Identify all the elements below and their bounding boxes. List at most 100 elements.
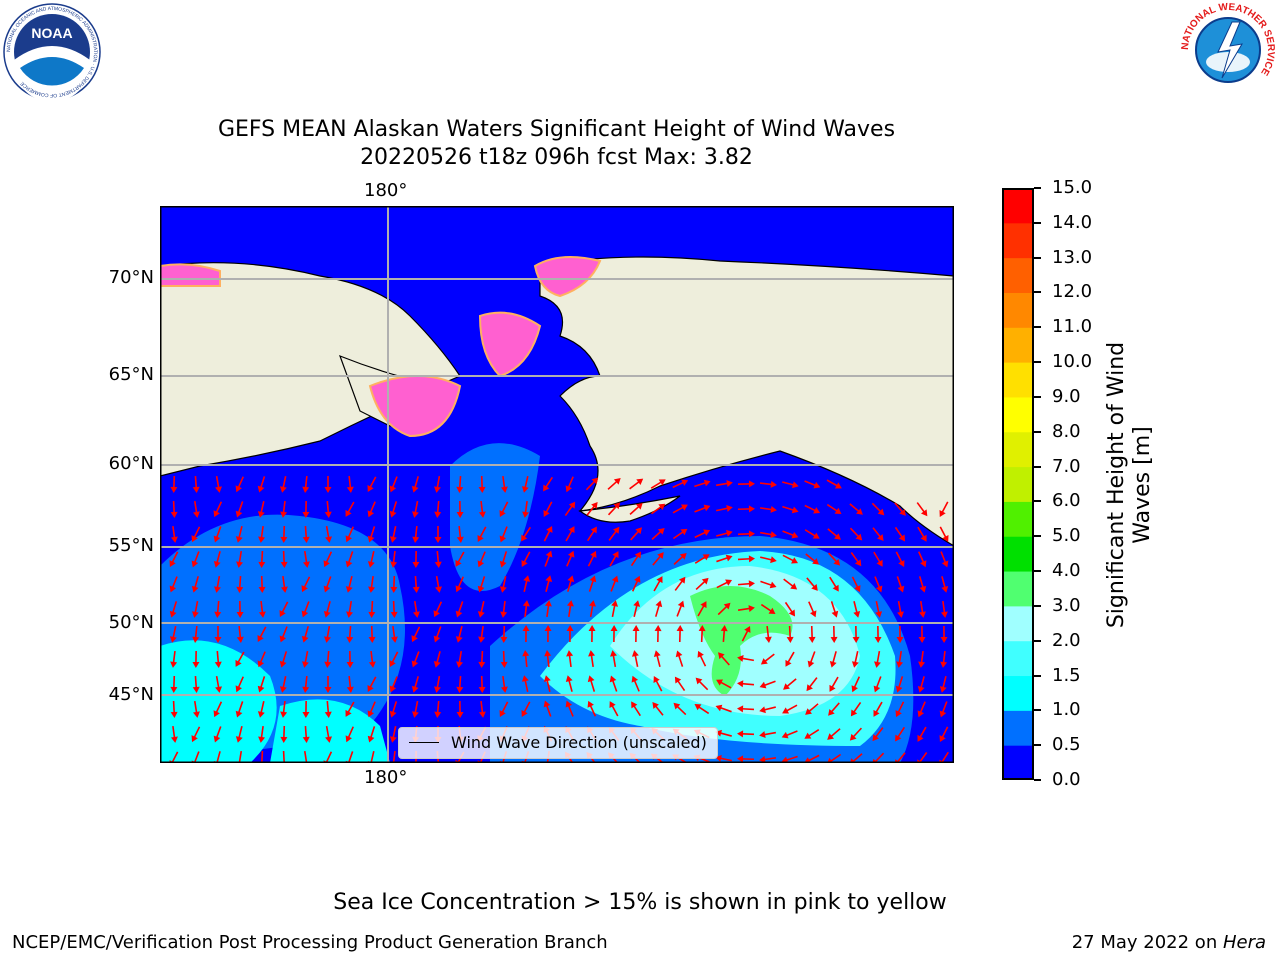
wind-wave-arrow [522, 625, 530, 643]
footer-date: 27 May 2022 on [1071, 932, 1223, 953]
wind-wave-arrow [389, 676, 398, 693]
wind-wave-arrow [566, 650, 574, 668]
colorbar-tick-mark [1034, 674, 1041, 677]
wind-wave-arrow [567, 575, 575, 592]
wind-wave-arrow [456, 525, 464, 543]
wind-wave-arrow [676, 625, 684, 643]
wind-wave-arrow [566, 550, 575, 567]
wind-wave-arrow [759, 505, 777, 513]
wind-wave-arrow [697, 601, 707, 617]
wind-wave-arrow [918, 576, 927, 593]
wind-wave-arrow [191, 600, 199, 618]
colorbar-tick-mark [1034, 395, 1041, 398]
wind-wave-arrow [170, 475, 178, 493]
wind-wave-arrow [433, 651, 441, 668]
wind-wave-arrow [873, 701, 883, 717]
wind-wave-arrow [499, 701, 509, 718]
wind-wave-arrow [830, 625, 838, 643]
wind-wave-arrow [630, 551, 642, 567]
wind-wave-arrow [566, 600, 574, 618]
colorbar-band [1002, 571, 1034, 607]
wind-wave-arrow [652, 701, 664, 716]
lat-label-55n: 55°N [108, 535, 154, 556]
wind-wave-arrow [607, 502, 621, 516]
wind-wave-arrow [609, 675, 618, 692]
wind-wave-arrow [610, 650, 617, 668]
wind-wave-arrow [631, 675, 640, 692]
wind-wave-arrow [939, 676, 947, 693]
wind-wave-arrow [610, 575, 619, 592]
wind-wave-arrow [849, 503, 863, 515]
colorbar-band [1002, 745, 1034, 780]
wind-wave-arrow [894, 502, 906, 516]
wind-wave-arrow [280, 525, 288, 543]
wind-wave-arrow [917, 526, 927, 542]
wind-wave-arrow [672, 528, 688, 540]
wind-wave-arrow [258, 550, 266, 568]
wind-wave-arrow [630, 527, 643, 541]
land-alaska-peninsula [578, 495, 681, 523]
chart-title-line2: 20220526 t18z 096h fcst Max: 3.82 [360, 145, 753, 170]
wind-wave-arrow [324, 500, 332, 518]
colorbar-tick-mark [1034, 221, 1041, 224]
wind-wave-arrow [737, 605, 755, 613]
wind-wave-arrow [851, 576, 861, 593]
wind-wave-arrow [804, 480, 821, 489]
wind-wave-arrow [235, 501, 244, 518]
wind-wave-arrow [389, 501, 398, 518]
wind-wave-arrow [236, 750, 243, 763]
wind-wave-arrow [367, 501, 376, 518]
wind-wave-arrow [852, 625, 860, 643]
wind-wave-arrow [390, 600, 398, 618]
wind-wave-arrow [939, 526, 949, 542]
wind-wave-arrow [499, 576, 507, 593]
colorbar-band [1002, 327, 1034, 363]
wind-wave-arrow [564, 501, 576, 516]
wind-wave-arrow [257, 476, 266, 493]
wind-wave-arrow [303, 750, 310, 763]
wind-wave-arrow [694, 504, 711, 513]
wind-wave-arrow [214, 600, 222, 618]
wind-wave-arrow [849, 527, 863, 541]
wind-wave-arrow [565, 700, 574, 717]
colorbar-band [1002, 605, 1034, 642]
wind-wave-arrow [875, 601, 883, 618]
wind-wave-arrow [390, 750, 398, 763]
wind-wave-arrow [610, 625, 618, 643]
wind-wave-arrow [785, 651, 795, 667]
wind-wave-arrow [302, 475, 310, 493]
wind-wave-arrow [434, 526, 442, 543]
wind-wave-arrow [805, 703, 819, 715]
wind-wave-arrow [323, 576, 332, 593]
wind-wave-arrow [850, 552, 862, 567]
colorbar-band [1002, 710, 1034, 746]
lon-label-bottom: 180° [364, 767, 408, 788]
wave-field-3m [690, 586, 793, 696]
colorbar-tick-mark [1034, 326, 1041, 329]
wind-wave-arrow [456, 700, 464, 718]
wind-wave-arrow [389, 701, 398, 718]
wind-wave-arrow [653, 650, 661, 667]
colorbar-tick-mark [1034, 639, 1041, 642]
wind-wave-arrow [804, 504, 821, 514]
wind-wave-arrow [674, 676, 686, 692]
wind-wave-arrow [346, 625, 354, 643]
wind-wave-arrow [543, 675, 551, 692]
wind-wave-arrow [170, 525, 178, 543]
lat-label-50n: 50°N [108, 612, 154, 633]
wind-wave-arrow [654, 600, 663, 617]
wind-wave-arrow [565, 675, 573, 692]
wave-field-1m-sw [160, 640, 277, 763]
wind-wave-arrow [258, 600, 266, 618]
wind-wave-arrow [434, 500, 442, 518]
wind-wave-arrow [631, 650, 639, 668]
wind-wave-arrow [522, 500, 530, 518]
lat-label-70n: 70°N [108, 267, 154, 288]
wind-wave-arrow [759, 480, 777, 488]
wind-wave-arrow [390, 575, 398, 593]
wind-wave-arrow [367, 676, 377, 692]
wind-wave-arrow [694, 529, 711, 539]
wind-wave-arrow [324, 700, 332, 718]
colorbar-tick-label: 0.5 [1052, 734, 1081, 756]
wind-wave-arrow [786, 625, 794, 643]
